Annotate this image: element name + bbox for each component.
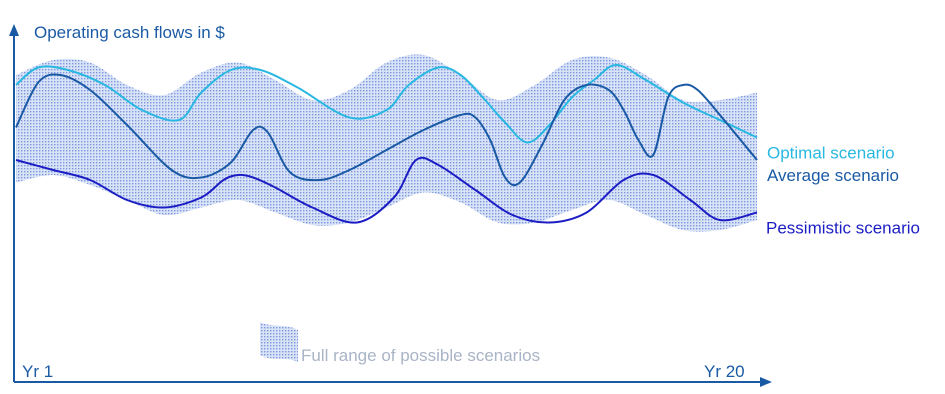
range-legend-label: Full range of possible scenarios [301,346,540,365]
series-lines [15,63,758,224]
x-axis-arrowhead [760,377,772,387]
y-axis-arrowhead [9,24,19,36]
series-label-optimal-scenario: Optimal scenario [767,144,895,163]
series-line-average-scenario [15,73,758,187]
x-tick-label-end: Yr 20 [704,362,745,381]
series-labels: Optimal scenario Average scenario Pessimis… [766,144,920,238]
y-axis-label: Operating cash flows in $ [34,23,225,42]
x-tick-label-start: Yr 1 [22,362,53,381]
range-legend-swatch [260,322,298,362]
series-line-pessimistic-scenario [15,156,758,224]
series-label-pessimistic-scenario: Pessimistic scenario [766,219,920,238]
series-label-average-scenario: Average scenario [767,166,899,185]
series-line-optimal-scenario [15,63,758,144]
